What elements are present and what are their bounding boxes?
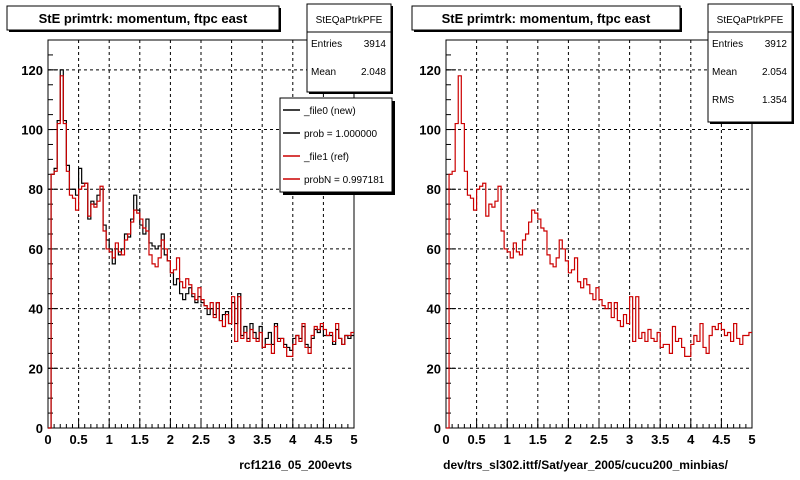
title-box [411,5,681,31]
x-axis-label: dev/trs_sl302.ittf/Sat/year_2005/cucu200… [443,458,728,472]
legend-entry: _file1 (ref) [303,152,349,163]
x-tick-label: 2.5 [590,432,608,447]
x-axis-label: rcf1216_05_200evts [239,458,352,472]
x-tick-label: 2.5 [192,432,210,447]
stats-name: StEQaPtrkPFE [717,15,784,26]
y-tick-label: 80 [29,182,43,197]
x-tick-label: 1.5 [529,432,547,447]
stats-entries-value: 3912 [765,39,788,50]
title-box [6,5,280,31]
stats-name: StEQaPtrkPFE [316,15,383,26]
x-tick-label: 3 [228,432,235,447]
x-tick-label: 5 [350,432,357,447]
stats-rms-value: 1.354 [762,95,787,106]
y-tick-label: 60 [29,242,43,257]
legend-entry: _file0 (new) [303,106,356,117]
x-tick-label: 5 [748,432,755,447]
x-tick-label: 0.5 [468,432,486,447]
x-tick-label: 4.5 [712,432,730,447]
x-tick-label: 1.5 [131,432,149,447]
x-tick-label: 1 [504,432,511,447]
x-tick-label: 0 [44,432,51,447]
x-tick-label: 1 [106,432,113,447]
histogram-series-ref [48,75,354,429]
stats-entries-label: Entries [712,39,743,50]
y-tick-label: 0 [434,421,441,436]
stats-entries-value: 3914 [364,39,387,50]
y-tick-label: 40 [427,302,441,317]
x-tick-label: 3 [626,432,633,447]
y-tick-label: 0 [36,421,43,436]
stats-rms-label: RMS [712,95,735,106]
histogram-series-ref [446,75,752,429]
x-tick-label: 2 [565,432,572,447]
y-tick-label: 100 [21,123,43,138]
y-tick-label: 20 [427,361,441,376]
y-tick-label: 60 [427,242,441,257]
x-tick-label: 4 [289,432,297,447]
x-tick-label: 4 [687,432,695,447]
stats-box [707,3,793,123]
y-tick-label: 120 [21,63,43,78]
x-tick-label: 3.5 [253,432,271,447]
legend-entry: prob = 1.000000 [304,129,378,140]
y-tick-label: 120 [419,63,441,78]
left-chart-panel: 0 0.5 1 1.5 2 2.5 3 3.5 4 4.5 5 0 20 40 60 80 100 120 StE … [6,3,395,472]
x-tick-label: 0 [442,432,449,447]
x-tick-label: 3.5 [651,432,669,447]
stats-mean-label: Mean [712,67,737,78]
y-tick-label: 80 [427,182,441,197]
chart-title: StE primtrk: momentum, ftpc east [442,11,651,26]
stats-mean-label: Mean [311,67,336,78]
stats-mean-value: 2.048 [361,67,386,78]
x-tick-label: 0.5 [70,432,88,447]
x-tick-label: 2 [167,432,174,447]
stats-box [306,3,392,93]
right-chart-panel: 0 0.5 1 1.5 2 2.5 3 3.5 4 4.5 5 0 20 40 60 80 100 120 StE … [411,3,794,472]
legend-entry: probN = 0.997181 [304,175,385,186]
stats-entries-label: Entries [311,39,342,50]
y-tick-label: 40 [29,302,43,317]
y-tick-label: 20 [29,361,43,376]
chart-title: StE primtrk: momentum, ftpc east [39,11,248,26]
legend-box [279,97,393,193]
stats-mean-value: 2.054 [762,67,787,78]
x-tick-label: 4.5 [314,432,332,447]
y-tick-label: 100 [419,123,441,138]
